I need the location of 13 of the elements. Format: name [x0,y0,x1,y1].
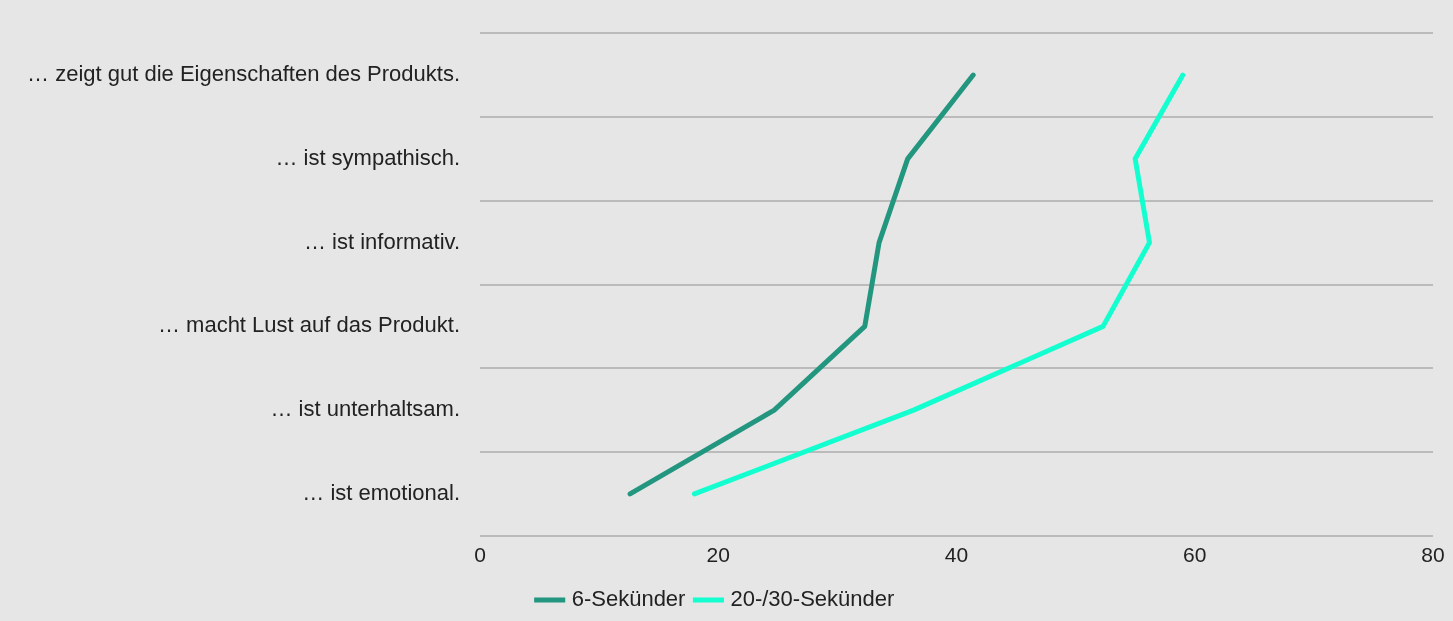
legend-label: 6-Sekünder [571,586,686,612]
x-tick-label: 0 [474,543,486,567]
y-tick-label: … macht Lust auf das Produkt. [157,312,460,338]
y-tick-label: … ist informativ. [303,228,460,254]
legend-label: 20-/30-Sekünder [730,586,895,612]
y-tick-label: … ist sympathisch. [275,144,460,170]
y-tick-label: … ist emotional. [302,479,460,505]
y-tick-label: … zeigt gut die Eigenschaften des Produkts. [27,61,460,87]
x-tick-label: 20 [706,543,730,567]
x-tick-label: 60 [1183,543,1207,567]
y-tick-label: … ist unterhaltsam. [270,396,460,422]
x-tick-label: 40 [944,543,969,567]
x-tick-label: 80 [1421,543,1445,567]
